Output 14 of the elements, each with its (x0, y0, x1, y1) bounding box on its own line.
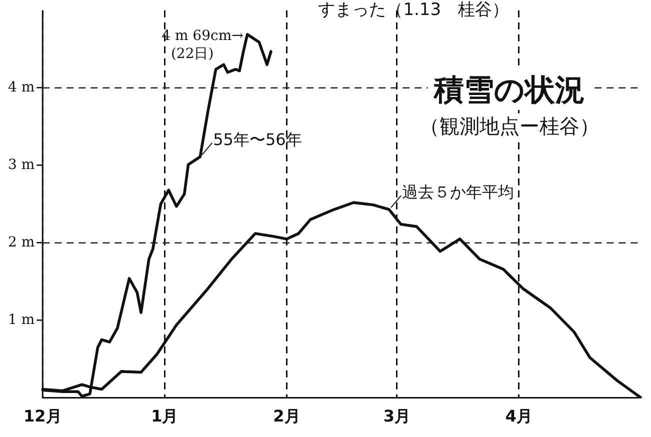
text: （観測地点ー桂谷） (419, 114, 600, 138)
y-tick-label: 2 m (8, 234, 35, 250)
y-tick-label: 1 m (8, 312, 35, 328)
x-tick-label: 1月 (151, 406, 178, 426)
x-tick-label: 12月 (24, 406, 62, 426)
legend-label: 55年〜56年 (213, 130, 302, 149)
x-tick-label: 4月 (505, 406, 533, 426)
x-tick-label: 3月 (383, 406, 410, 426)
y-tick-label: 4 m (8, 80, 35, 96)
x-tick-label: 2月 (273, 406, 300, 426)
y-tick-label: 3 m (8, 157, 35, 173)
annotation: 4 m 69cm→ (22日) (162, 28, 244, 62)
text: 積雪の状況 (432, 72, 585, 108)
legend-label: 過去５か年平均 (402, 182, 514, 202)
